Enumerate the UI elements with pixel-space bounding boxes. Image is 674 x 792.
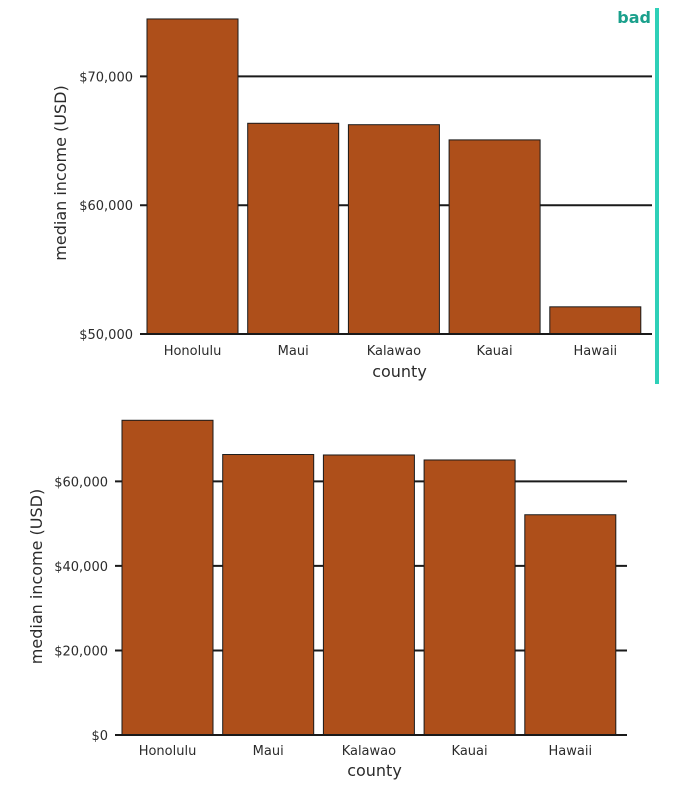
x-tick-label: Kauai (452, 744, 488, 759)
x-tick-label: Maui (253, 744, 284, 759)
y-tick-label: $60,000 (54, 475, 108, 490)
y-axis-title: median income (USD) (51, 85, 70, 260)
bar-maui (222, 454, 315, 736)
y-tick-label: $50,000 (79, 328, 133, 343)
y-axis-title: median income (USD) (27, 489, 46, 664)
x-tick-label: Maui (278, 344, 309, 359)
bad-badge-label: bad (617, 8, 651, 27)
bar-kauai (448, 139, 541, 335)
x-tick-label: Kalawao (342, 744, 396, 759)
bar-hawaii (524, 514, 617, 736)
bar-kalawao (322, 454, 415, 736)
bar-kalawao (347, 124, 440, 335)
bar-maui (247, 122, 340, 335)
y-tick-label: $0 (91, 729, 108, 744)
y-tick-label: $60,000 (79, 199, 133, 214)
x-tick-label: Honolulu (139, 744, 197, 759)
bar-honolulu (121, 419, 214, 736)
x-tick-label: Hawaii (549, 744, 593, 759)
x-tick-label: Kauai (477, 344, 513, 359)
x-tick-label: Hawaii (574, 344, 618, 359)
bar-hawaii (549, 306, 642, 335)
y-tick-label: $70,000 (79, 70, 133, 85)
x-tick-label: Honolulu (164, 344, 222, 359)
y-tick-label: $20,000 (54, 644, 108, 659)
bar-kauai (423, 459, 516, 736)
x-tick-label: Kalawao (367, 344, 421, 359)
y-tick-label: $40,000 (54, 560, 108, 575)
bar-honolulu (146, 18, 239, 335)
x-axis-title: county (347, 761, 402, 780)
x-axis-title: county (372, 362, 427, 381)
